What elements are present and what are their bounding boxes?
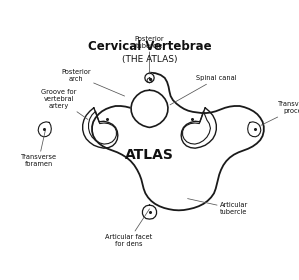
Text: Transverse
foramen: Transverse foramen — [21, 130, 57, 167]
Polygon shape — [83, 108, 118, 148]
Polygon shape — [142, 205, 157, 219]
Text: Posterior
tubercle: Posterior tubercle — [135, 36, 164, 74]
Polygon shape — [38, 122, 51, 137]
Text: Posterior
arch: Posterior arch — [61, 69, 125, 96]
Text: (THE ATLAS): (THE ATLAS) — [122, 55, 177, 64]
Text: ATLAS: ATLAS — [125, 148, 174, 162]
Text: Groove for
vertebral
artery: Groove for vertebral artery — [41, 89, 88, 120]
Polygon shape — [248, 122, 261, 137]
Polygon shape — [92, 73, 264, 210]
Text: Transverse
process: Transverse process — [261, 101, 299, 125]
Text: Articular facet
for dens: Articular facet for dens — [105, 209, 152, 247]
Polygon shape — [145, 73, 154, 83]
Polygon shape — [181, 108, 216, 148]
Text: Cervical Vertebrae: Cervical Vertebrae — [88, 40, 211, 53]
Text: Articular
tubercle: Articular tubercle — [187, 199, 248, 215]
Polygon shape — [131, 90, 168, 127]
Text: Spinal canal: Spinal canal — [170, 76, 237, 105]
